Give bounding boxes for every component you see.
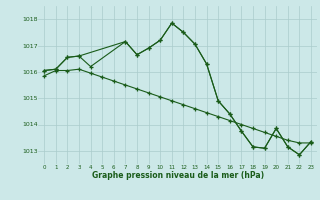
X-axis label: Graphe pression niveau de la mer (hPa): Graphe pression niveau de la mer (hPa): [92, 171, 264, 180]
